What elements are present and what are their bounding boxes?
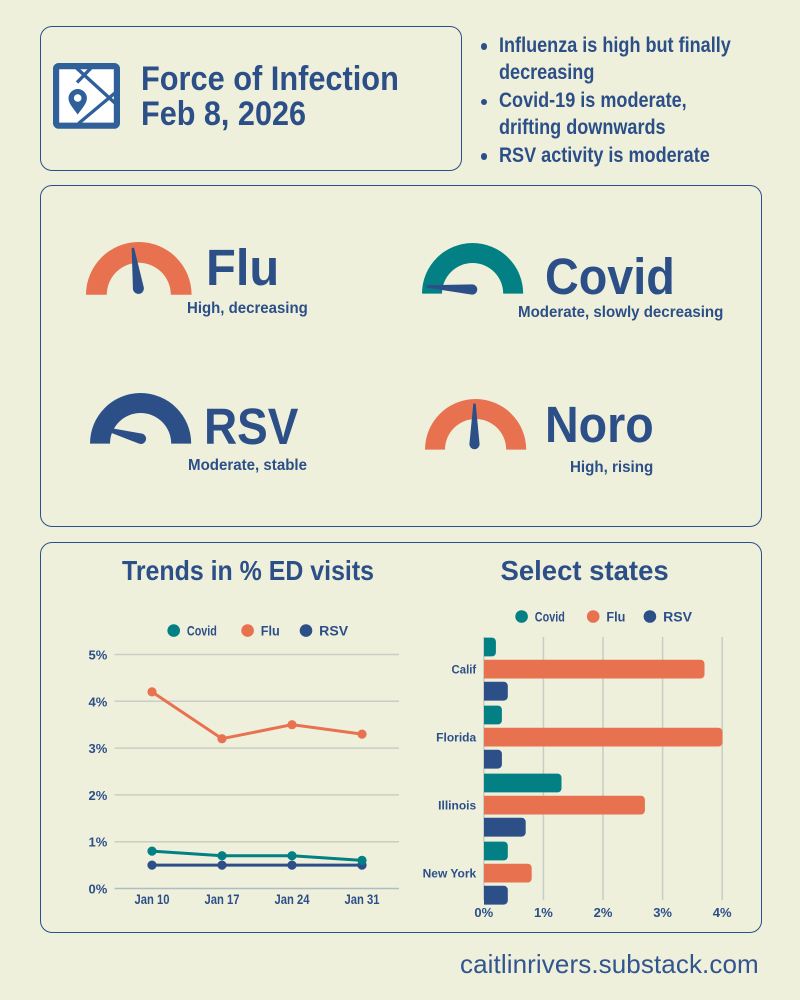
svg-text:3%: 3% xyxy=(653,905,672,920)
svg-text:Covid: Covid xyxy=(535,609,565,624)
svg-text:RSV: RSV xyxy=(319,623,348,638)
svg-text:Jan 24: Jan 24 xyxy=(275,891,310,907)
svg-text:1%: 1% xyxy=(534,905,553,920)
svg-text:4%: 4% xyxy=(713,905,732,920)
svg-text:Florida: Florida xyxy=(436,730,476,744)
svg-text:New York: New York xyxy=(423,866,477,880)
svg-text:0%: 0% xyxy=(89,882,108,897)
svg-text:Covid: Covid xyxy=(187,623,217,638)
svg-text:4%: 4% xyxy=(89,694,108,709)
svg-text:2%: 2% xyxy=(89,788,108,803)
svg-text:Jan 17: Jan 17 xyxy=(205,891,240,907)
svg-text:1%: 1% xyxy=(89,835,108,850)
svg-text:3%: 3% xyxy=(89,741,108,756)
svg-text:Calif: Calif xyxy=(452,663,478,677)
svg-text:Flu: Flu xyxy=(261,623,280,638)
svg-text:2%: 2% xyxy=(594,905,613,920)
svg-text:Jan 10: Jan 10 xyxy=(135,891,170,907)
svg-text:Flu: Flu xyxy=(606,609,625,624)
svg-text:Illinois: Illinois xyxy=(438,798,476,812)
svg-text:RSV: RSV xyxy=(663,609,692,624)
svg-text:0%: 0% xyxy=(474,905,493,920)
svg-text:5%: 5% xyxy=(89,648,108,663)
svg-text:Jan 31: Jan 31 xyxy=(345,891,380,907)
